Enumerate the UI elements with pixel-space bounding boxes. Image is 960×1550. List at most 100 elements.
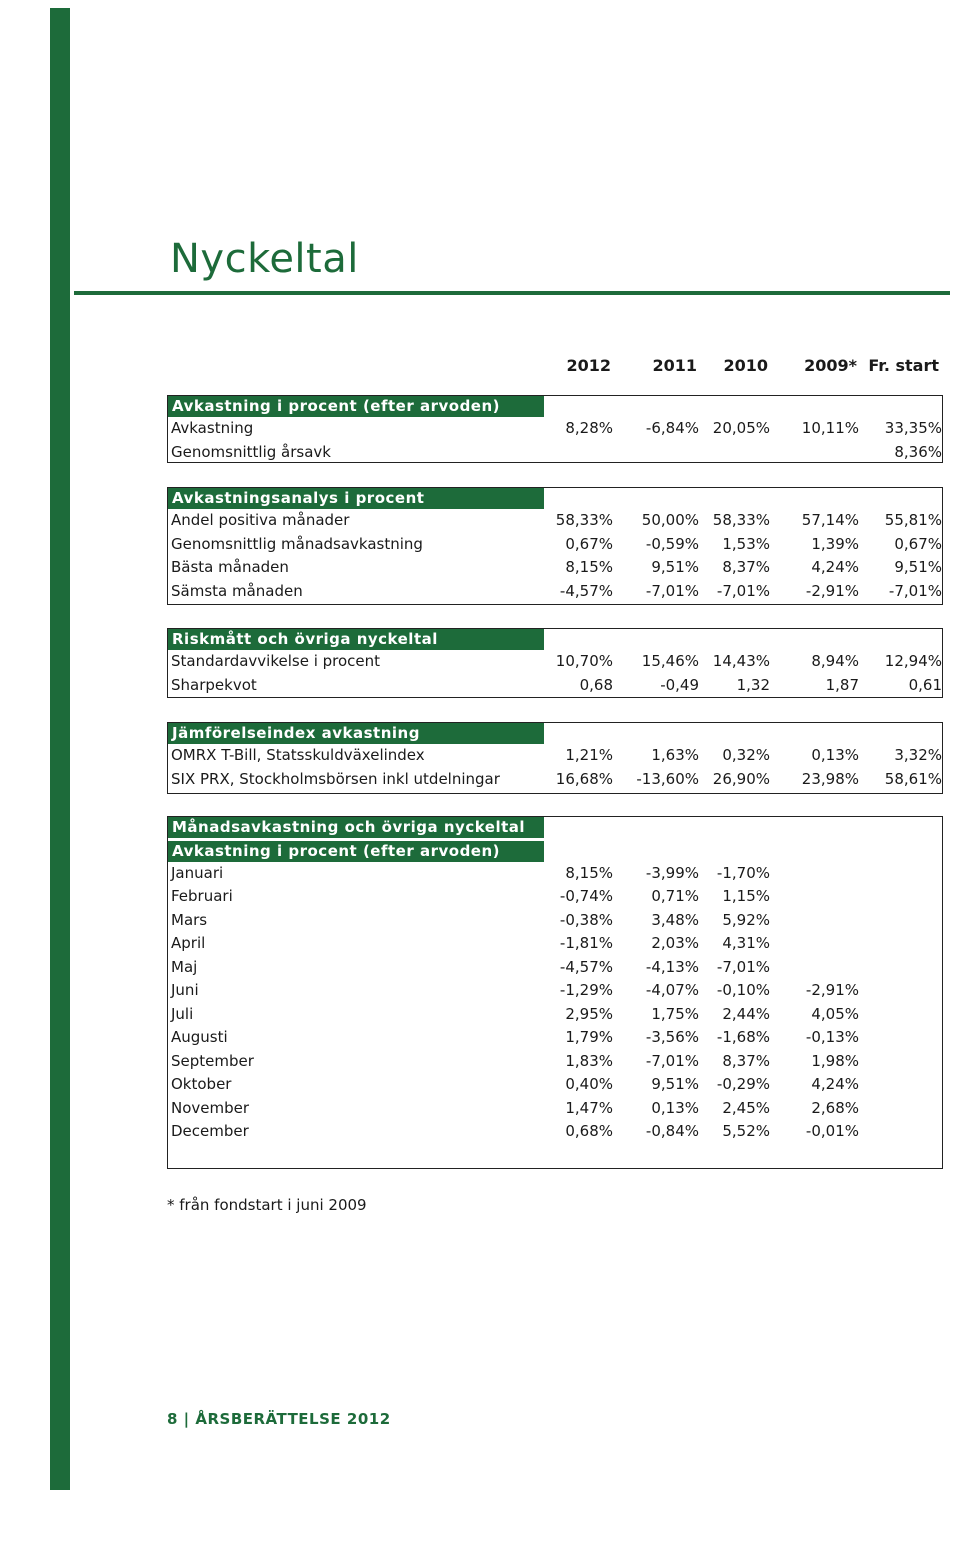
cell-value: -4,57% (559, 581, 613, 600)
cell-value: 9,51% (651, 1075, 699, 1093)
page-footer: 8 | ÅRSBERÄTTELSE 2012 (167, 1410, 391, 1428)
section-jamforelseindex: Jämförelseindex avkastning OMRX T-Bill, S… (167, 722, 943, 794)
cell-value: 15,46% (641, 652, 699, 670)
cell-value: 1,21% (565, 746, 613, 764)
row-label: Mars (171, 910, 208, 929)
cell-value: 9,51% (894, 558, 942, 576)
table-row: Juli 2,95% 1,75% 2,44% 4,05% (168, 1005, 944, 1028)
table-row: Januari 8,15% -3,99% -1,70% (168, 864, 944, 887)
cell-value: -1,29% (559, 981, 613, 999)
row-label: Februari (171, 887, 233, 905)
cell-value: -7,01% (645, 1051, 699, 1070)
cell-value: 8,37% (722, 1051, 770, 1070)
cell-value: 1,32 (736, 675, 770, 694)
cell-value: -0,38% (559, 910, 613, 929)
cell-value: -0,74% (559, 887, 613, 905)
cell-value: 9,51% (651, 558, 699, 576)
cell-value: 0,40% (565, 1075, 613, 1093)
cell-value: -0,49 (660, 675, 699, 694)
year-header-row: 2012 2011 2010 2009* Fr. start (0, 356, 960, 378)
row-label: Genomsnittlig månadsavkastning (171, 534, 423, 553)
cell-value: -0,10% (716, 981, 770, 999)
cell-value: 8,28% (565, 419, 613, 437)
cell-value: 8,37% (722, 558, 770, 576)
cell-value: -2,91% (805, 981, 859, 999)
cell-value: 0,32% (722, 746, 770, 764)
cell-value: 1,79% (565, 1028, 613, 1046)
cell-value: -7,01% (716, 581, 770, 600)
row-label: Maj (171, 957, 198, 976)
row-label: Standardavvikelse i procent (171, 652, 381, 670)
cell-value: -1,70% (716, 863, 770, 882)
table-row: Mars -0,38% 3,48% 5,92% (168, 911, 944, 934)
left-accent-bar (50, 8, 70, 1490)
section-heading: Jämförelseindex avkastning (168, 723, 544, 744)
table-row: Februari -0,74% 0,71% 1,15% (168, 887, 944, 910)
cell-value: 1,87 (825, 675, 859, 694)
cell-value: 20,05% (712, 419, 770, 437)
section-manadsavkastning: Månadsavkastning och övriga nyckeltal Avk… (167, 816, 943, 1169)
cell-value: -1,68% (716, 1028, 770, 1046)
cell-value: 4,05% (811, 1004, 859, 1023)
cell-value: -0,84% (645, 1122, 699, 1140)
section-avkastning: Avkastning i procent (efter arvoden) Avka… (167, 395, 943, 463)
cell-value: 4,31% (722, 934, 770, 952)
cell-value: 0,13% (811, 746, 859, 764)
cell-value: 8,15% (565, 558, 613, 576)
table-row: OMRX T-Bill, Statsskuldväxelindex 1,21% 1,… (168, 746, 944, 769)
cell-value: 4,24% (811, 558, 859, 576)
cell-value: 8,15% (565, 863, 613, 882)
cell-value: 14,43% (712, 652, 770, 670)
row-label: Januari (171, 863, 224, 882)
table-row: Maj -4,57% -4,13% -7,01% (168, 958, 944, 981)
section-riskmatt: Riskmått och övriga nyckeltal Standardavv… (167, 628, 943, 698)
cell-value: 5,92% (722, 910, 770, 929)
table-row: April -1,81% 2,03% 4,31% (168, 934, 944, 957)
cell-value: 0,61 (908, 675, 942, 694)
table-row: Genomsnittlig årsavk 8,36% (168, 443, 944, 466)
cell-value: 1,75% (651, 1004, 699, 1023)
table-row: Andel positiva månader 58,33% 50,00% 58,33%… (168, 511, 944, 534)
cell-value: 2,44% (722, 1004, 770, 1023)
row-label: September (171, 1051, 254, 1070)
cell-value: 2,95% (565, 1004, 613, 1023)
row-label: Genomsnittlig årsavk (171, 442, 331, 461)
cell-value: -4,57% (559, 957, 613, 976)
cell-value: -7,01% (716, 957, 770, 976)
cell-value: 1,15% (722, 887, 770, 905)
cell-value: 3,32% (894, 746, 942, 764)
cell-value: 2,68% (811, 1098, 859, 1117)
row-label: Juni (171, 981, 199, 999)
page-title: Nyckeltal (170, 236, 359, 282)
cell-value: 0,13% (651, 1098, 699, 1117)
table-row: Juni -1,29% -4,07% -0,10% -2,91% (168, 981, 944, 1004)
cell-value: 1,83% (565, 1051, 613, 1070)
row-label: Juli (171, 1004, 194, 1023)
table-row: Avkastning 8,28% -6,84% 20,05% 10,11% 33,35% (168, 419, 944, 442)
year-header-fr-start: Fr. start (868, 356, 939, 375)
cell-value: -1,81% (559, 934, 613, 952)
cell-value: -4,07% (645, 981, 699, 999)
cell-value: 0,68 (579, 675, 613, 694)
cell-value: -0,01% (805, 1122, 859, 1140)
cell-value: 0,71% (651, 887, 699, 905)
cell-value: -3,99% (645, 863, 699, 882)
cell-value: 10,70% (555, 652, 613, 670)
year-header-2009: 2009* (804, 356, 857, 375)
table-row: Standardavvikelse i procent 10,70% 15,46% 1… (168, 652, 944, 675)
cell-value: 1,98% (811, 1051, 859, 1070)
cell-value: 33,35% (884, 419, 942, 437)
cell-value: -4,13% (645, 957, 699, 976)
cell-value: 2,45% (722, 1098, 770, 1117)
row-label: Andel positiva månader (171, 511, 350, 529)
cell-value: -6,84% (645, 419, 699, 437)
row-label: Sharpekvot (171, 675, 257, 694)
cell-value: 4,24% (811, 1075, 859, 1093)
cell-value: 1,63% (651, 746, 699, 764)
cell-value: 12,94% (884, 652, 942, 670)
section-heading: Riskmått och övriga nyckeltal (168, 629, 544, 650)
table-row: November 1,47% 0,13% 2,45% 2,68% (168, 1099, 944, 1122)
section-heading: Avkastning i procent (efter arvoden) (168, 396, 544, 417)
cell-value: 10,11% (801, 419, 859, 437)
cell-value: 2,03% (651, 934, 699, 952)
